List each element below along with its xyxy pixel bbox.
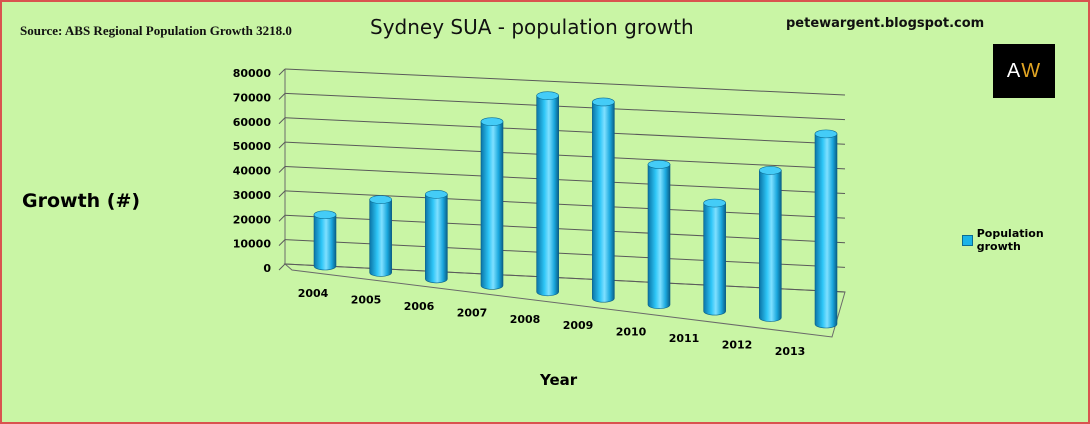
x-axis-label: Year	[540, 371, 578, 389]
legend: Population growth	[962, 227, 1088, 253]
bar-body	[703, 202, 726, 316]
x-tick-label: 2013	[775, 345, 806, 358]
gridline-tick	[278, 93, 286, 100]
x-tick-label: 2011	[669, 332, 700, 345]
gridline	[284, 166, 846, 194]
bar-body	[759, 170, 782, 322]
gridline	[284, 68, 846, 96]
y-tick-label: 80000	[233, 67, 272, 80]
bar-top	[536, 91, 559, 100]
blog-url: petewargent.blogspot.com	[786, 16, 985, 31]
y-tick-label: 40000	[233, 165, 272, 178]
chart-title: Sydney SUA - population growth	[370, 15, 694, 39]
bar-top	[592, 97, 615, 107]
bar-2009	[592, 97, 615, 303]
gridline-tick	[278, 190, 286, 198]
x-tick-label: 2009	[563, 319, 594, 332]
bar-body	[313, 214, 337, 271]
x-tick-label: 2006	[404, 300, 435, 313]
bar-2011	[703, 198, 726, 316]
bar-body	[647, 164, 671, 309]
bar-body	[480, 121, 504, 290]
bar-2012	[759, 166, 782, 322]
bar-2004	[313, 210, 337, 271]
y-tick-label: 70000	[233, 91, 272, 104]
bar-2007	[480, 117, 504, 290]
bar-top	[313, 210, 337, 220]
gridline-tick	[278, 239, 286, 246]
bar-top	[759, 166, 782, 175]
y-tick-label: 10000	[233, 238, 272, 251]
bar-top	[480, 117, 504, 126]
bar-top	[703, 198, 726, 208]
bar-top	[814, 129, 838, 139]
x-tick-label: 2007	[457, 306, 488, 319]
bar-2008	[536, 91, 559, 297]
legend-swatch	[962, 234, 973, 246]
gridline-tick	[278, 141, 286, 149]
source-note: Source: ABS Regional Population Growth 3…	[20, 23, 292, 38]
gridline	[284, 92, 846, 121]
y-axis-label: Growth (#)	[22, 190, 141, 212]
bar-2013	[814, 129, 838, 329]
gridline-tick	[278, 117, 286, 125]
bar-top	[369, 195, 392, 204]
x-tick-label: 2004	[298, 287, 329, 300]
bar-body	[369, 199, 392, 277]
bar-body	[592, 101, 615, 303]
gridline-tick	[278, 68, 286, 76]
bar-body	[814, 133, 838, 329]
y-tick-label: 20000	[233, 213, 272, 226]
y-tick-label: 60000	[233, 116, 272, 129]
bar-top	[647, 160, 671, 169]
legend-label: Population growth	[976, 227, 1044, 253]
x-tick-label: 2012	[722, 339, 753, 352]
x-tick-label: 2005	[351, 293, 382, 306]
bar-2010	[647, 160, 671, 309]
bar-top	[425, 190, 448, 199]
gridline	[284, 141, 846, 170]
gridline-tick	[278, 214, 286, 222]
bar-2006	[425, 190, 448, 284]
gridline-tick	[278, 166, 286, 173]
logo-letter-w: W	[1021, 59, 1042, 82]
x-tick-label: 2008	[510, 313, 541, 326]
gridline	[284, 117, 846, 145]
y-tick-label: 50000	[233, 140, 272, 153]
bar-body	[536, 95, 559, 297]
y-tick-label: 0	[263, 262, 271, 275]
y-tick-label: 30000	[233, 189, 272, 202]
gridline-tick	[278, 263, 286, 271]
x-tick-label: 2010	[616, 326, 647, 339]
bar-body	[425, 194, 448, 284]
logo-letter-a: A	[1006, 59, 1022, 82]
bar-2005	[369, 195, 392, 277]
